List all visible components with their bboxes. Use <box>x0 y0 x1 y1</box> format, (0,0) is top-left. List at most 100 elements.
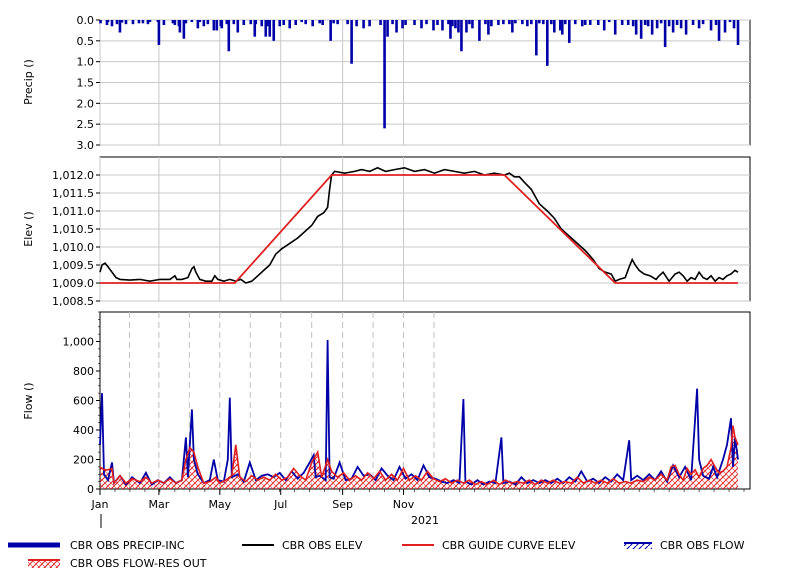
elev-ytick-label: 1,009.5 <box>52 259 94 272</box>
precip-ytick-label: 0.5 <box>77 35 95 48</box>
precip-bar <box>266 20 270 27</box>
precip-bar <box>484 20 487 25</box>
precip-bar <box>626 20 630 25</box>
precip-bar <box>460 20 463 52</box>
precip-bar <box>272 20 276 41</box>
precip-bar <box>329 20 332 41</box>
precip-bar <box>110 20 114 27</box>
precip-ytick-label: 0.0 <box>77 14 95 27</box>
precip-bar <box>432 20 435 31</box>
legend-swatch-flow-res-out <box>28 559 60 568</box>
precip-bar <box>148 20 152 23</box>
precip-bar <box>225 20 229 25</box>
precip-bar <box>639 20 643 39</box>
precip-bar <box>454 20 457 29</box>
precip-bar <box>447 20 450 25</box>
precip-bar <box>215 20 219 31</box>
precip-bar <box>701 20 705 25</box>
precip-bar <box>655 20 659 29</box>
precip-bar <box>714 20 718 25</box>
precip-bar <box>425 20 428 25</box>
precip-bar <box>383 20 386 129</box>
precip-bar <box>105 20 109 25</box>
precip-bar <box>553 20 556 33</box>
precip-bar <box>413 20 416 25</box>
legend-label-precip: CBR OBS PRECIP-INC <box>70 539 185 552</box>
precip-bar <box>404 20 407 25</box>
flow-panel: 0 200 400 600 800 1,000 Flow () <box>22 311 751 496</box>
precip-bar <box>355 20 358 27</box>
precip-bar <box>311 20 314 27</box>
precip-bar <box>684 20 688 35</box>
precip-bar <box>675 20 679 25</box>
precip-bar <box>288 20 292 29</box>
precip-panel: 0.0 0.5 1.0 1.5 2.0 2.5 3.0 Precip () <box>22 14 751 152</box>
precip-bar <box>514 20 517 24</box>
x-tick-label: Mar <box>149 498 170 511</box>
precip-bar <box>436 20 439 25</box>
precip-bar <box>141 20 145 24</box>
precip-bar <box>490 20 493 27</box>
elev-ytick-label: 1,009.0 <box>52 277 94 290</box>
precip-bar <box>471 20 474 29</box>
precip-bar <box>723 20 727 33</box>
precip-bar <box>336 20 339 25</box>
precip-bar <box>550 20 553 25</box>
precip-bar <box>634 20 638 35</box>
precip-bar <box>671 20 675 33</box>
precip-bar <box>99 20 102 24</box>
flow-res-out-line <box>99 425 739 486</box>
flow-ylabel: Flow () <box>22 382 35 419</box>
elev-panel: 1,008.5 1,009.0 1,009.5 1,010.0 1,010.5 1,011… <box>22 156 751 308</box>
precip-bar <box>441 20 444 31</box>
precip-bar <box>508 20 511 25</box>
legend-label-flow: CBR OBS FLOW <box>660 539 745 552</box>
x-tick-label: Nov <box>393 498 415 511</box>
precip-bar <box>146 20 150 25</box>
precip-bar <box>157 20 161 45</box>
precip-bar <box>182 20 186 39</box>
precip-bar <box>732 20 736 29</box>
precip-bar <box>242 20 246 25</box>
elev-ytick-label: 1,008.5 <box>52 295 94 308</box>
precip-bar <box>563 20 567 25</box>
flow-ytick-label: 1,000 <box>63 336 95 349</box>
precip-bar <box>679 20 683 29</box>
precip-bar <box>264 20 268 37</box>
precip-bar <box>304 20 307 25</box>
precip-bar <box>249 20 253 25</box>
precip-bar <box>736 20 740 45</box>
precip-bar <box>451 20 454 27</box>
precip-ylabel: Precip () <box>22 59 35 105</box>
precip-bar <box>596 20 600 25</box>
precip-bar <box>728 20 732 23</box>
x-tick-label: Jul <box>273 498 287 511</box>
precip-bar <box>449 20 452 39</box>
legend-label-flow-res-out: CBR OBS FLOW-RES OUT <box>70 557 207 570</box>
x-tick-label: Jan <box>91 498 109 511</box>
elev-ytick-label: 1,011.0 <box>52 205 94 218</box>
precip-ytick-label: 3.0 <box>77 139 95 152</box>
precip-bar <box>171 20 175 24</box>
precip-bar <box>362 20 365 29</box>
precip-bar <box>643 20 647 25</box>
x-tick-label: May <box>208 498 231 511</box>
precip-bar <box>379 20 382 25</box>
precip-bar <box>542 20 545 25</box>
guide-curve-line <box>100 174 738 284</box>
precip-bar <box>386 20 389 37</box>
precip-ytick-label: 2.0 <box>77 97 95 110</box>
elev-ytick-label: 1,010.0 <box>52 241 94 254</box>
precip-bar <box>650 20 654 35</box>
legend: CBR OBS PRECIP-INC CBR OBS ELEV CBR GUID… <box>8 539 745 570</box>
precip-bar <box>278 20 282 27</box>
precip-bar <box>478 20 481 41</box>
precip-bar <box>300 20 303 23</box>
precip-bar <box>368 20 371 27</box>
precip-bar <box>202 20 206 27</box>
precip-bar <box>613 20 617 35</box>
flow-ytick-label: 800 <box>73 365 94 378</box>
precip-bar <box>253 20 257 37</box>
precip-bar <box>667 20 671 27</box>
